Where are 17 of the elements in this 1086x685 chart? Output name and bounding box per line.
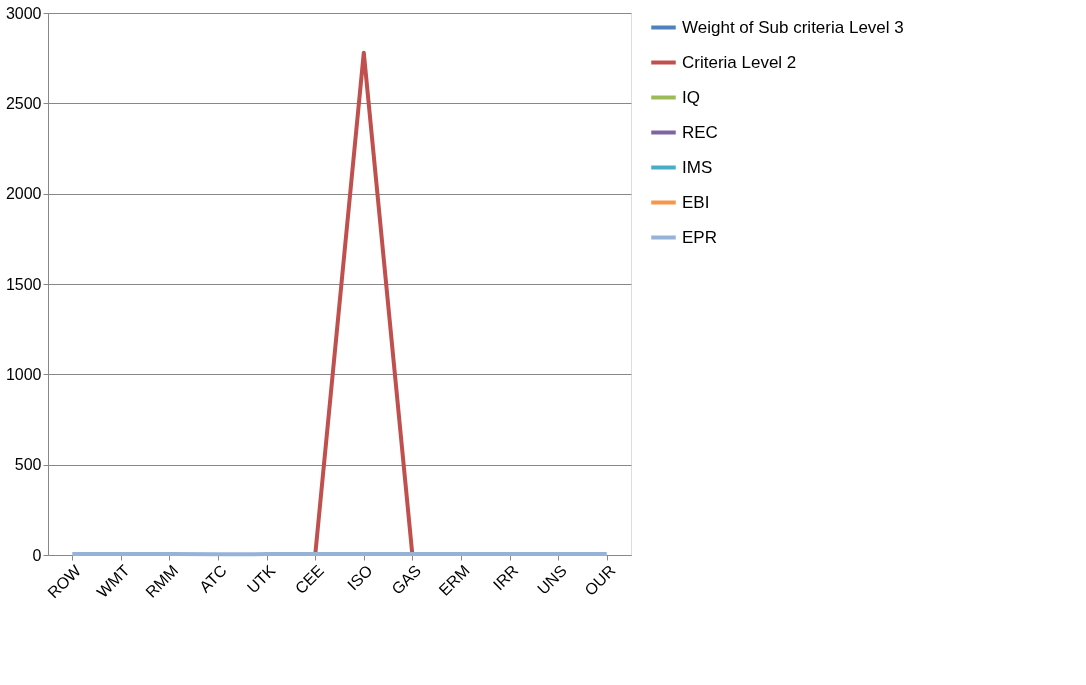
- y-tick-label: 500: [14, 456, 42, 474]
- x-tick-label: IRR: [489, 561, 522, 594]
- y-tick-label: 1000: [5, 365, 42, 383]
- legend-label: EBI: [682, 192, 710, 212]
- x-tick-label: UTK: [243, 561, 279, 597]
- legend-label: REC: [682, 122, 718, 142]
- y-tick-label: 3000: [5, 4, 42, 22]
- legend-label: Weight of Sub criteria Level 3: [682, 17, 904, 37]
- legend-label: IQ: [682, 87, 700, 107]
- legend-label: Criteria Level 2: [682, 52, 797, 72]
- y-tick-label: 2500: [5, 94, 42, 112]
- x-tick-label: ISO: [344, 561, 376, 594]
- legend-label: IMS: [682, 157, 713, 177]
- y-tick-label: 2000: [5, 185, 42, 203]
- y-tick-label: 0: [32, 546, 42, 564]
- y-tick-label: 1500: [5, 275, 42, 293]
- legend-label: EPR: [682, 227, 717, 247]
